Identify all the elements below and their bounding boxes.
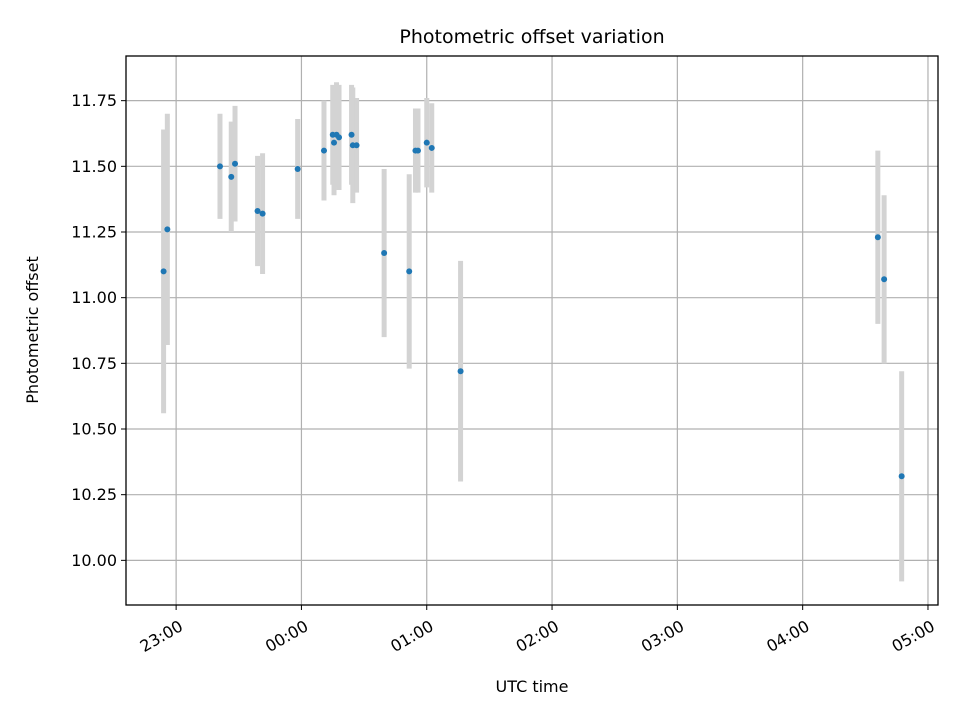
data-point [164, 226, 171, 233]
data-point [294, 165, 301, 172]
y-tick-label: 10.50 [71, 420, 117, 439]
y-tick-label: 10.75 [71, 354, 117, 373]
data-point [160, 268, 167, 275]
data-point [874, 234, 881, 241]
grid-lines [126, 56, 938, 605]
plot-frame [125, 55, 939, 606]
data-point [423, 139, 430, 146]
data-point [898, 473, 905, 480]
data-point [331, 139, 338, 146]
data-point [414, 147, 421, 154]
data-point [348, 131, 355, 138]
y-axis-ticks: 10.00 10.25 10.50 10.75 11.00 11.25 11.50 11.75 [71, 91, 126, 570]
y-tick-label: 10.25 [71, 485, 117, 504]
data-point [254, 207, 261, 214]
data-point [216, 163, 223, 170]
data-points [160, 131, 905, 480]
data-point [336, 134, 343, 141]
y-tick-label: 11.50 [71, 157, 117, 176]
y-tick-label: 11.75 [71, 91, 117, 110]
data-point [320, 147, 327, 154]
data-point [353, 142, 360, 149]
y-tick-label: 10.00 [71, 551, 117, 570]
y-tick-label: 11.00 [71, 288, 117, 307]
data-point [428, 144, 435, 151]
y-tick-label: 11.25 [71, 222, 117, 241]
y-axis-label: Photometric offset [23, 256, 42, 404]
data-point [232, 160, 239, 167]
data-point [457, 368, 464, 375]
x-axis-label: UTC time [496, 677, 569, 696]
data-point [228, 173, 235, 180]
chart-title: Photometric offset variation [399, 26, 664, 48]
data-point [881, 276, 888, 283]
data-point [381, 250, 388, 257]
data-point [406, 268, 413, 275]
data-point [259, 210, 266, 217]
